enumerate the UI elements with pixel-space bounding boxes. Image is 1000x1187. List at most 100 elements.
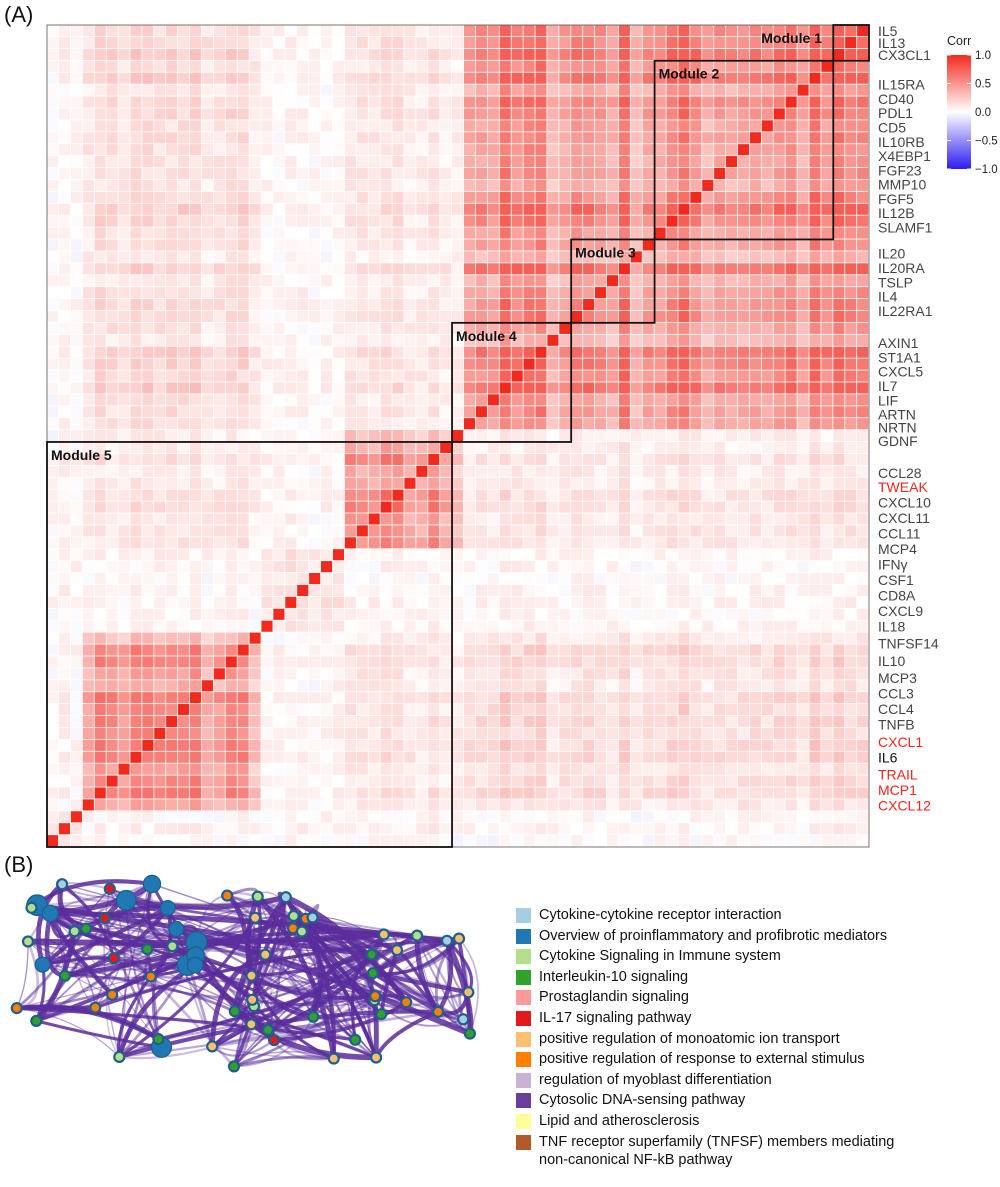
heatmap-cell bbox=[130, 477, 142, 489]
heatmap-cell bbox=[249, 84, 261, 96]
heatmap-cell bbox=[130, 60, 142, 72]
heatmap-cell bbox=[821, 704, 833, 716]
heatmap-cell bbox=[452, 584, 464, 597]
heatmap-cell bbox=[332, 322, 345, 334]
heatmap-cell bbox=[714, 310, 726, 323]
heatmap-cell bbox=[261, 60, 273, 72]
heatmap-cell bbox=[726, 453, 738, 465]
heatmap-cell bbox=[380, 299, 392, 311]
heatmap-cell bbox=[201, 525, 213, 537]
heatmap-cell bbox=[690, 179, 702, 191]
heatmap-cell bbox=[690, 263, 702, 275]
heatmap-cell bbox=[761, 179, 773, 191]
heatmap-cell bbox=[475, 310, 487, 323]
heatmap-cell bbox=[618, 453, 630, 465]
heatmap-cell bbox=[654, 84, 666, 96]
heatmap-cell bbox=[225, 382, 237, 394]
heatmap-cell bbox=[416, 215, 428, 227]
heatmap-cell bbox=[833, 656, 845, 668]
heatmap-cell bbox=[142, 60, 154, 72]
heatmap-cell bbox=[630, 811, 642, 823]
heatmap-cell bbox=[213, 453, 225, 465]
heatmap-cell bbox=[106, 144, 118, 156]
heatmap-cell bbox=[356, 799, 368, 811]
heatmap-cell bbox=[463, 644, 476, 656]
heatmap-cell bbox=[142, 727, 154, 739]
heatmap-cell bbox=[499, 430, 511, 442]
heatmap-cell bbox=[225, 144, 237, 156]
heatmap-cell bbox=[654, 227, 666, 239]
heatmap-cell bbox=[237, 501, 249, 513]
heatmap-cell bbox=[452, 823, 464, 835]
heatmap-cell bbox=[737, 453, 750, 465]
heatmap-cell bbox=[547, 715, 559, 728]
heatmap-cell bbox=[523, 144, 535, 156]
heatmap-cell bbox=[773, 692, 785, 704]
heatmap-cell bbox=[189, 573, 202, 585]
heatmap-cell bbox=[237, 84, 249, 96]
heatmap-cell bbox=[809, 680, 821, 692]
heatmap-cell bbox=[511, 275, 523, 287]
heatmap-cell bbox=[154, 704, 166, 716]
heatmap-cell bbox=[154, 680, 166, 692]
heatmap-cell bbox=[321, 692, 333, 704]
heatmap-cell bbox=[106, 299, 118, 311]
heatmap-cell bbox=[392, 322, 404, 334]
heatmap-cell bbox=[475, 596, 487, 608]
heatmap-cell bbox=[452, 573, 464, 585]
heatmap-cell bbox=[666, 203, 678, 215]
heatmap-cell bbox=[142, 692, 154, 704]
heatmap-cell bbox=[595, 549, 607, 561]
heatmap-cell bbox=[213, 394, 225, 406]
heatmap-cell bbox=[809, 239, 821, 251]
heatmap-cell bbox=[321, 156, 333, 168]
heatmap-cell bbox=[523, 501, 535, 513]
heatmap-cell bbox=[761, 287, 773, 299]
heatmap-cell bbox=[714, 787, 726, 799]
heatmap-cell bbox=[678, 60, 690, 72]
heatmap-cell bbox=[440, 36, 452, 49]
heatmap-cell bbox=[368, 704, 380, 716]
heatmap-cell bbox=[678, 644, 690, 656]
heatmap-cell bbox=[845, 501, 857, 513]
heatmap-cell bbox=[785, 596, 797, 608]
heatmap-cell bbox=[535, 739, 547, 751]
heatmap-cell bbox=[237, 108, 249, 120]
heatmap-cell bbox=[249, 96, 261, 108]
heatmap-cell bbox=[857, 418, 869, 430]
heatmap-cell bbox=[237, 704, 249, 716]
heatmap-cell bbox=[368, 513, 380, 525]
heatmap-cell bbox=[118, 144, 130, 156]
heatmap-cell bbox=[845, 763, 857, 775]
heatmap-cell bbox=[118, 84, 130, 96]
heatmap-cell bbox=[416, 608, 428, 620]
heatmap-cell bbox=[166, 84, 178, 96]
heatmap-cell bbox=[857, 739, 869, 751]
heatmap-cell bbox=[487, 144, 499, 156]
heatmap-cell bbox=[321, 811, 333, 823]
heatmap-cell bbox=[70, 787, 82, 799]
heatmap-cell bbox=[404, 430, 416, 442]
heatmap-cell bbox=[189, 84, 202, 96]
heatmap-cell bbox=[475, 668, 487, 680]
heatmap-cell bbox=[404, 692, 416, 704]
heatmap-cell bbox=[642, 215, 654, 227]
heatmap-cell bbox=[82, 739, 94, 751]
heatmap-cell bbox=[404, 120, 416, 132]
heatmap-cell bbox=[845, 835, 857, 847]
heatmap-cell bbox=[82, 775, 94, 787]
heatmap-cell bbox=[499, 120, 511, 132]
heatmap-cell bbox=[332, 823, 345, 835]
heatmap-cell bbox=[166, 644, 178, 656]
heatmap-cell bbox=[225, 549, 237, 561]
heatmap-cell bbox=[678, 275, 690, 287]
heatmap-cell bbox=[416, 775, 428, 787]
heatmap-cell bbox=[297, 322, 309, 334]
heatmap-cell bbox=[690, 727, 702, 739]
heatmap-cell bbox=[332, 453, 345, 465]
heatmap-cell bbox=[94, 704, 106, 716]
heatmap-cell bbox=[213, 72, 225, 84]
heatmap-cell bbox=[499, 763, 511, 775]
heatmap-cell bbox=[47, 96, 59, 108]
heatmap-cell bbox=[487, 465, 499, 477]
